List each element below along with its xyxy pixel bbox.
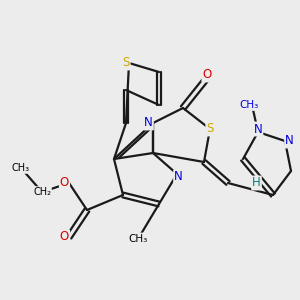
Text: O: O (60, 230, 69, 244)
Text: CH₂: CH₂ (33, 187, 51, 197)
Text: N: N (174, 170, 183, 184)
Text: O: O (202, 68, 211, 82)
Text: CH₃: CH₃ (239, 100, 259, 110)
Text: H: H (252, 176, 261, 190)
Text: S: S (122, 56, 130, 70)
Text: S: S (206, 122, 214, 136)
Text: N: N (285, 134, 294, 148)
Text: CH₃: CH₃ (12, 163, 30, 173)
Text: N: N (144, 116, 153, 130)
Text: N: N (254, 122, 262, 136)
Text: O: O (60, 176, 69, 190)
Text: CH₃: CH₃ (128, 233, 148, 244)
